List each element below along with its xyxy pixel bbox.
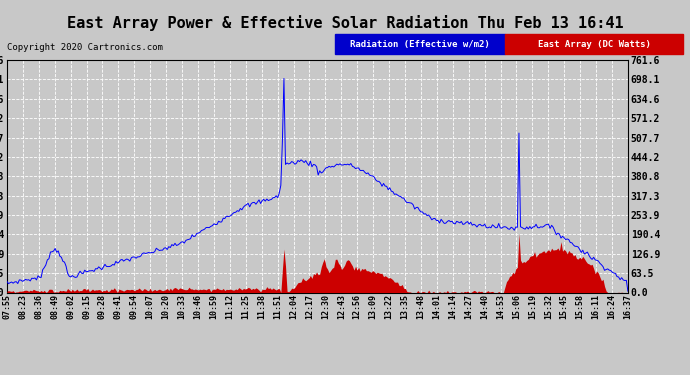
Text: Radiation (Effective w/m2): Radiation (Effective w/m2) xyxy=(350,40,490,49)
Text: Copyright 2020 Cartronics.com: Copyright 2020 Cartronics.com xyxy=(7,43,163,52)
Text: East Array (DC Watts): East Array (DC Watts) xyxy=(538,40,651,49)
Text: East Array Power & Effective Solar Radiation Thu Feb 13 16:41: East Array Power & Effective Solar Radia… xyxy=(67,15,623,31)
